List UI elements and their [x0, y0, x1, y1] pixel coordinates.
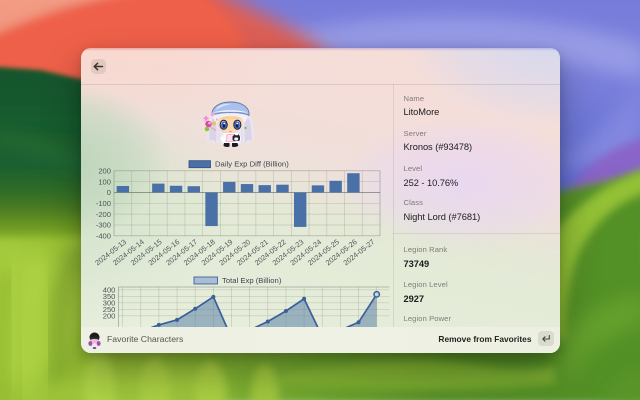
svg-text:250: 250: [103, 304, 116, 313]
svg-text:-100: -100: [96, 198, 111, 207]
svg-text:-200: -200: [96, 209, 111, 218]
svg-text:300: 300: [103, 298, 116, 307]
svg-text:0: 0: [107, 188, 111, 197]
svg-text:100: 100: [98, 177, 111, 186]
svg-text:-400: -400: [96, 231, 111, 240]
svg-text:400: 400: [103, 285, 116, 294]
svg-text:200: 200: [103, 311, 116, 320]
svg-text:Total Exp (Billion): Total Exp (Billion): [222, 276, 282, 285]
svg-text:-300: -300: [96, 220, 111, 229]
svg-text:350: 350: [103, 291, 116, 300]
svg-text:Daily Exp Diff (Billion): Daily Exp Diff (Billion): [215, 159, 289, 168]
svg-text:200: 200: [98, 166, 111, 175]
